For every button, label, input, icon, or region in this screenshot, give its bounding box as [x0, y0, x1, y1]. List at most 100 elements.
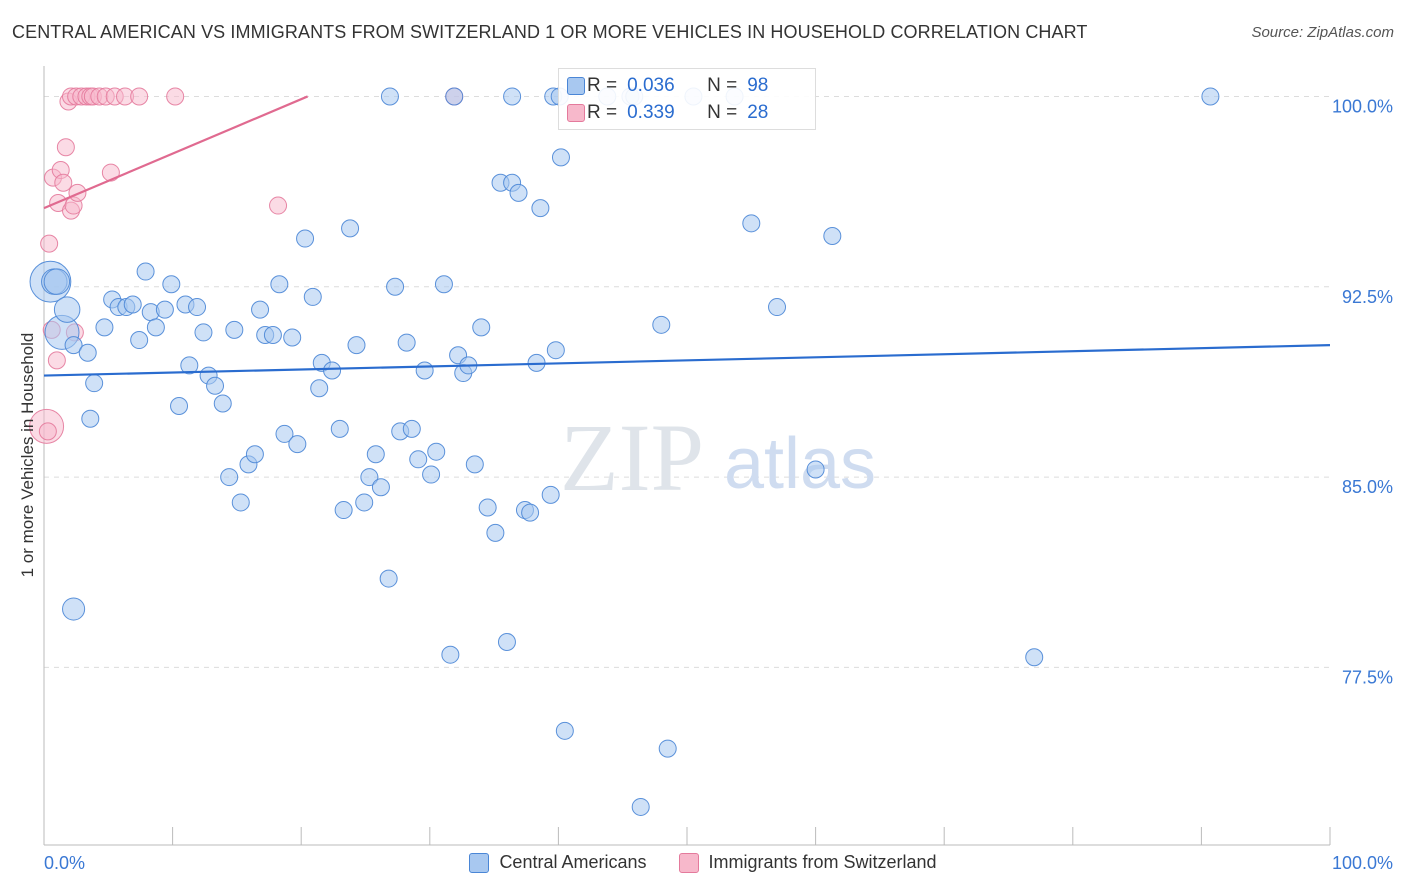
blue-point [155, 300, 174, 319]
axes [43, 66, 1331, 846]
blue-point [380, 87, 399, 106]
blue-point [465, 455, 484, 474]
r-label: R = [587, 102, 618, 123]
x-tick-label-min: 0.0% [44, 853, 85, 873]
blue-point [334, 501, 353, 520]
blue-series [29, 87, 1220, 816]
blue-point [275, 424, 294, 443]
blue-point [170, 397, 189, 416]
pink-swatch [567, 104, 585, 122]
watermark-zip: ZIP [560, 404, 704, 511]
pink-point [130, 87, 149, 106]
blue-swatch [567, 77, 585, 95]
blue-point [62, 597, 86, 621]
blue-point [64, 336, 83, 355]
blue-point [288, 435, 307, 454]
blue-point [631, 797, 650, 816]
blue-point [270, 275, 289, 294]
pink-point [269, 196, 288, 215]
blue-point [43, 268, 71, 295]
y-tick-label: 77.5% [1342, 667, 1393, 687]
blue-point [503, 87, 522, 106]
pink-point [38, 422, 57, 441]
blue-point [81, 409, 100, 428]
legend-swatch-blue [469, 852, 490, 873]
blue-point [180, 356, 199, 375]
blue-point [415, 361, 434, 380]
pink-point [40, 234, 59, 253]
blue-point [95, 318, 114, 337]
blue-point [206, 376, 225, 395]
legend-item-switzerland[interactable]: Immigrants from Switzerland [678, 852, 937, 873]
blue-point [213, 394, 232, 413]
blue-point [555, 721, 574, 740]
blue-r-value: 0.036 [627, 75, 675, 96]
blue-point [427, 442, 446, 461]
blue-point [251, 300, 270, 319]
pink-point [54, 173, 73, 192]
blue-point [245, 445, 264, 464]
blue-point [478, 498, 497, 517]
blue-point [1025, 648, 1044, 667]
pink-trend-line [43, 95, 309, 210]
pink-point [166, 87, 185, 106]
pink-point [101, 163, 120, 182]
blue-point [768, 298, 787, 317]
pink-point [47, 351, 66, 370]
r-label: R = [587, 75, 618, 96]
watermark: ZIP atlas [560, 404, 876, 511]
gridlines [44, 95, 1330, 668]
blue-n-value: 98 [747, 75, 769, 96]
blue-point [486, 523, 505, 542]
trend-lines [43, 95, 1331, 377]
blue-point [806, 460, 825, 479]
blue-point [409, 450, 428, 469]
blue-point [441, 645, 460, 664]
blue-point [296, 229, 315, 248]
blue-point [402, 419, 421, 438]
stats-row-pink: R = 0.339 N = 28 [567, 100, 768, 126]
y-tick-label: 92.5% [1342, 287, 1393, 307]
blue-point [347, 336, 366, 355]
tick-labels: 100.0% 92.5% 85.0% 77.5% 0.0% 100.0% [44, 96, 1393, 873]
blue-point [283, 328, 302, 347]
watermark-atlas: atlas [724, 424, 876, 504]
n-label: N = [707, 75, 738, 96]
x-tick-label-max: 100.0% [1332, 853, 1393, 873]
blue-point [225, 320, 244, 339]
blue-point [521, 503, 540, 522]
blue-point [323, 361, 342, 380]
blue-point [220, 468, 239, 487]
legend-item-central-americans[interactable]: Central Americans [469, 852, 647, 873]
blue-point [546, 341, 565, 360]
blue-point [310, 379, 329, 398]
blue-point [130, 331, 149, 350]
n-label: N = [707, 102, 738, 123]
legend-label-blue: Central Americans [499, 852, 647, 872]
blue-point [386, 277, 405, 296]
blue-point [379, 569, 398, 588]
blue-point [472, 318, 491, 337]
blue-point [531, 199, 550, 218]
blue-point [658, 739, 677, 758]
blue-point [146, 318, 165, 337]
blue-point [85, 374, 104, 393]
y-tick-label: 85.0% [1342, 477, 1393, 497]
blue-point [303, 287, 322, 306]
blue-point [652, 315, 671, 334]
blue-point [162, 275, 181, 294]
blue-point [422, 465, 441, 484]
blue-point [371, 478, 390, 497]
blue-point [78, 343, 97, 362]
blue-point [53, 296, 81, 323]
blue-point [497, 633, 516, 652]
blue-point [397, 333, 416, 352]
blue-point [1201, 87, 1220, 106]
chart-title: CENTRAL AMERICAN VS IMMIGRANTS FROM SWIT… [12, 22, 1088, 42]
blue-point [434, 275, 453, 294]
legend-label-pink: Immigrants from Switzerland [708, 852, 937, 872]
legend: Central Americans Immigrants from Switze… [0, 852, 1406, 873]
blue-point [330, 419, 349, 438]
blue-trend-line [43, 344, 1331, 377]
